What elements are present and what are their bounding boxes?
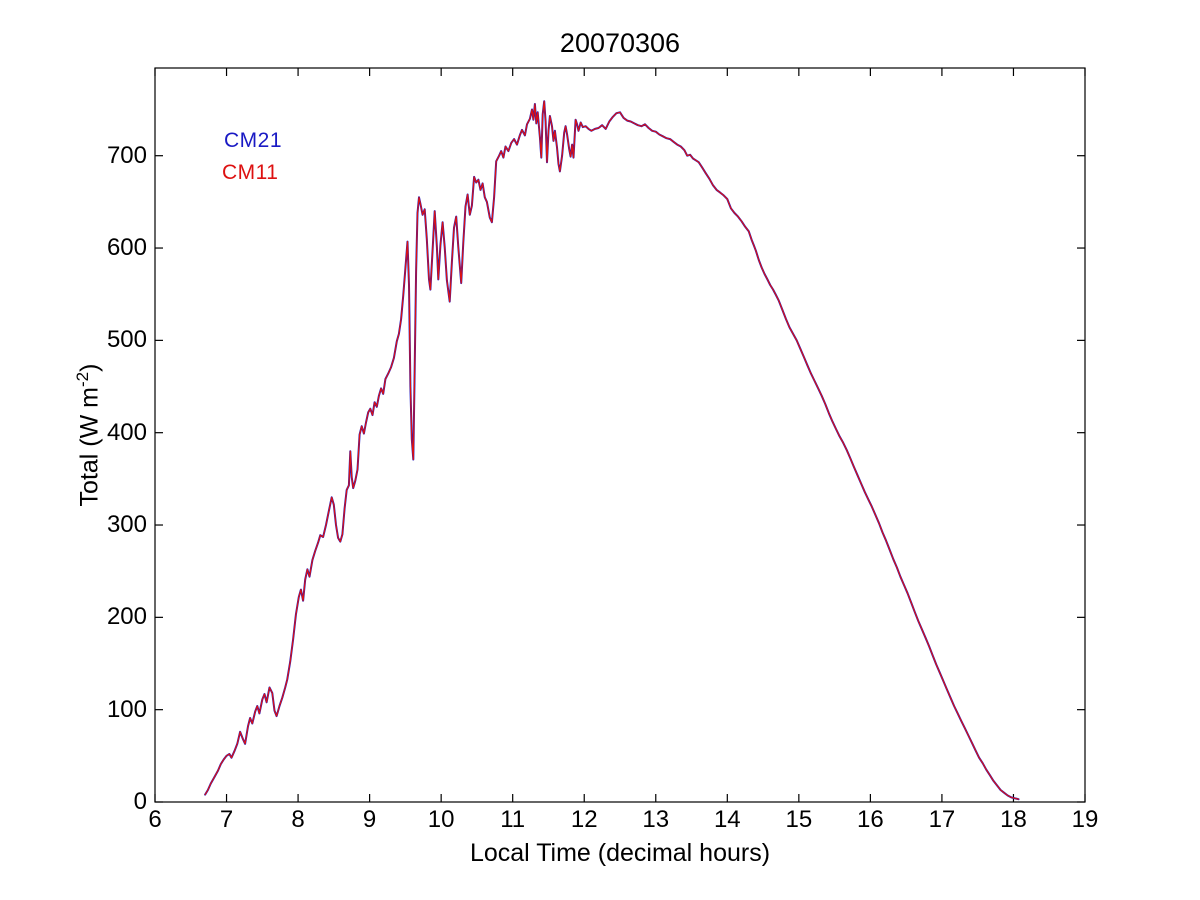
- x-tick-label: 7: [219, 806, 234, 833]
- y-tick-label: 700: [106, 141, 147, 169]
- x-tick-label: 14: [713, 806, 741, 833]
- series-line-cm21: [204, 100, 1020, 801]
- y-tick-label: 500: [106, 326, 147, 354]
- x-tick-label: 13: [642, 806, 670, 833]
- y-tick-label: 0: [133, 788, 147, 815]
- x-tick-label: 9: [362, 806, 377, 833]
- x-tick-label: 6: [148, 806, 162, 833]
- x-tick-label: 12: [570, 806, 598, 833]
- legend-cm21: CM21: [224, 129, 283, 152]
- x-tick-label: 19: [1071, 806, 1099, 833]
- x-axis-label: Local Time (decimal hours): [469, 839, 771, 867]
- x-tick-label: 15: [785, 806, 813, 833]
- plot-border: [154, 67, 1086, 803]
- y-tick-label: 300: [106, 511, 147, 539]
- x-tick-label: 10: [427, 806, 455, 833]
- y-axis-label-close: ): [75, 363, 104, 372]
- x-tick-label: 11: [500, 806, 526, 833]
- y-tick-label: 200: [106, 603, 147, 631]
- y-tick-label: 600: [106, 234, 147, 262]
- series-line-cm11: [204, 100, 1020, 800]
- y-axis-label-superscript: -2: [73, 371, 92, 387]
- y-tick-label: 100: [106, 695, 147, 723]
- y-axis-label-text: Total (W m: [75, 387, 104, 507]
- x-tick-label: 17: [928, 806, 956, 833]
- chart-title: 20070306: [559, 28, 681, 58]
- x-tick-label: 8: [291, 806, 305, 833]
- legend-cm11: CM11: [222, 161, 279, 184]
- x-tick-label: 16: [857, 806, 884, 833]
- x-tick-label: 18: [1000, 806, 1027, 833]
- y-tick-label: 400: [106, 418, 147, 446]
